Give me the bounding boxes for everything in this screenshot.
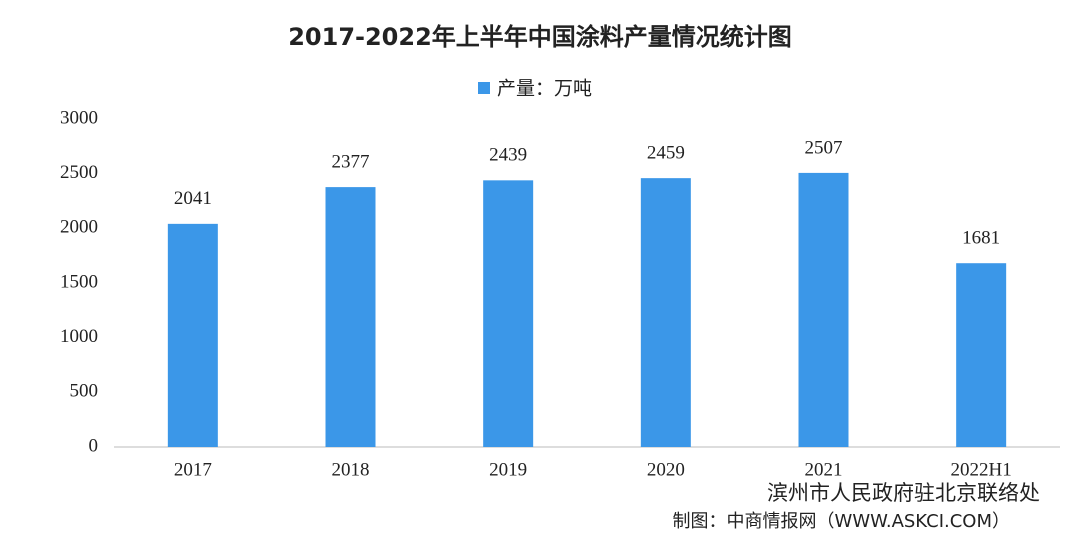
bar <box>798 172 849 447</box>
y-tick-label: 500 <box>70 381 99 402</box>
x-tick-label: 2017 <box>174 459 212 480</box>
data-label: 2041 <box>174 188 212 209</box>
bar <box>956 263 1007 447</box>
bar <box>167 223 218 447</box>
bar <box>325 187 376 447</box>
y-tick-label: 3000 <box>60 107 98 128</box>
bar <box>483 180 534 447</box>
legend-label: 产量：万吨 <box>497 78 592 100</box>
data-label: 2439 <box>489 145 527 166</box>
data-label: 2507 <box>805 137 843 158</box>
data-label: 2459 <box>647 143 685 164</box>
x-tick-label: 2018 <box>332 459 370 480</box>
x-tick-label: 2020 <box>647 459 685 480</box>
data-label: 2377 <box>332 151 370 172</box>
x-tick-label: 2019 <box>489 459 527 480</box>
bar <box>640 178 691 447</box>
y-tick-label: 1500 <box>60 271 98 292</box>
x-tick-label: 2022H1 <box>951 459 1012 480</box>
y-tick-label: 2000 <box>60 217 98 238</box>
source-note: 制图：中商情报网（WWW.ASKCI.COM） <box>673 511 1010 532</box>
y-tick-label: 2500 <box>60 162 98 183</box>
y-tick-label: 0 <box>89 435 99 456</box>
x-tick-label: 2021 <box>805 459 843 480</box>
legend-swatch <box>478 82 490 94</box>
chart-title: 2017-2022年上半年中国涂料产量情况统计图 <box>288 23 792 51</box>
data-label: 1681 <box>962 228 1000 249</box>
y-tick-label: 1000 <box>60 326 98 347</box>
overlay-text: 滨州市人民政府驻北京联络处 <box>767 481 1040 505</box>
